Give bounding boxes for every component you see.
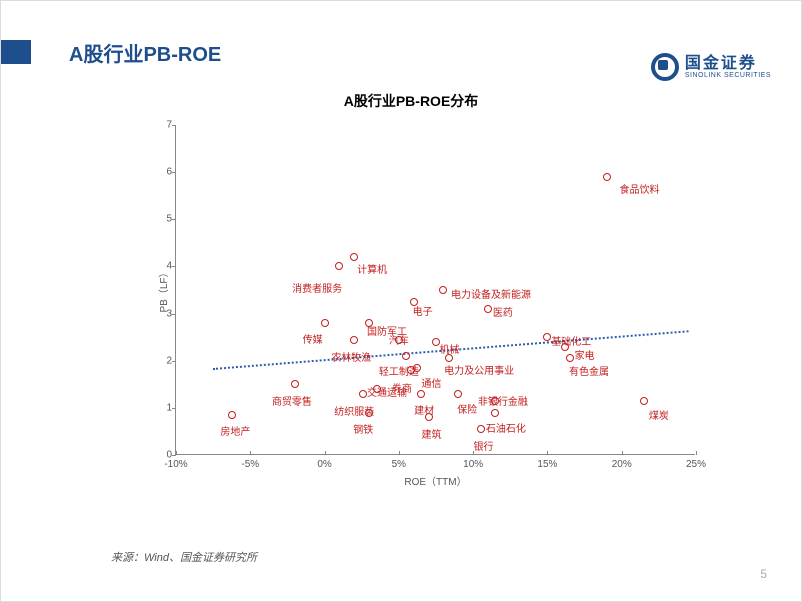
data-point xyxy=(402,352,410,360)
logo-mark-icon xyxy=(651,53,679,81)
data-point xyxy=(321,319,329,327)
x-tick-label: 15% xyxy=(537,459,557,470)
data-point-label: 电子 xyxy=(413,308,433,318)
data-point-label: 石油石化 xyxy=(486,425,526,435)
x-tick xyxy=(176,451,177,455)
data-point-label: 食品饮料 xyxy=(620,186,660,196)
page-number: 5 xyxy=(760,567,767,581)
data-point xyxy=(417,390,425,398)
scatter-plot: PB（LF） ROE（TTM） 01234567-10%-5%0%5%10%15… xyxy=(175,125,695,455)
data-point-label: 消费者服务 xyxy=(292,285,342,295)
x-tick xyxy=(547,451,548,455)
y-tick-label: 6 xyxy=(150,167,172,178)
x-tick xyxy=(325,451,326,455)
data-point xyxy=(640,397,648,405)
data-point xyxy=(365,409,373,417)
y-tick-label: 7 xyxy=(150,120,172,131)
y-tick-label: 4 xyxy=(150,261,172,272)
data-point xyxy=(566,354,574,362)
data-point xyxy=(350,336,358,344)
data-point-label: 房地产 xyxy=(220,428,250,438)
y-tick-label: 1 xyxy=(150,402,172,413)
data-point xyxy=(413,364,421,372)
chart-title: A股行业PB-ROE分布 xyxy=(111,91,711,111)
y-tick xyxy=(172,314,176,315)
data-point xyxy=(484,305,492,313)
source-caption: 来源：Wind、国金证券研究所 xyxy=(111,549,257,565)
data-point xyxy=(561,343,569,351)
x-tick-label: 20% xyxy=(612,459,632,470)
data-point-label: 电力设备及新能源 xyxy=(451,291,531,301)
data-point xyxy=(439,286,447,294)
data-point xyxy=(335,262,343,270)
y-tick xyxy=(172,125,176,126)
y-tick-label: 5 xyxy=(150,214,172,225)
x-tick-label: 25% xyxy=(686,459,706,470)
chart-area: PB（LF） ROE（TTM） 01234567-10%-5%0%5%10%15… xyxy=(151,117,711,487)
data-point xyxy=(228,411,236,419)
logo-en: SINOLINK SECURITIES xyxy=(685,72,771,79)
y-tick xyxy=(172,361,176,362)
data-point xyxy=(477,425,485,433)
data-point-label: 电力及公用事业 xyxy=(444,367,514,377)
data-point-label: 医药 xyxy=(493,309,513,319)
data-point-label: 计算机 xyxy=(357,266,387,276)
y-tick xyxy=(172,408,176,409)
data-point-label: 传媒 xyxy=(303,336,323,346)
x-tick-label: 5% xyxy=(392,459,406,470)
data-point-label: 券商 xyxy=(392,385,412,395)
data-point-label: 银行 xyxy=(474,443,494,453)
data-point-label: 建筑 xyxy=(422,431,442,441)
data-point xyxy=(425,413,433,421)
data-point-label: 保险 xyxy=(457,406,477,416)
x-tick-label: 10% xyxy=(463,459,483,470)
y-tick xyxy=(172,266,176,267)
y-tick-label: 3 xyxy=(150,308,172,319)
x-tick xyxy=(250,451,251,455)
logo-cn: 国金证券 xyxy=(685,56,771,72)
x-tick xyxy=(696,451,697,455)
x-tick-label: -5% xyxy=(241,459,259,470)
logo-text: 国金证券 SINOLINK SECURITIES xyxy=(685,56,771,79)
data-point-label: 非银行金融 xyxy=(478,398,528,408)
data-point-label: 汽车 xyxy=(389,337,409,347)
brand-logo: 国金证券 SINOLINK SECURITIES xyxy=(651,53,771,81)
data-point-label: 钢铁 xyxy=(353,426,373,436)
data-point-label: 家电 xyxy=(575,352,595,362)
title-accent-bar xyxy=(1,40,31,64)
y-tick xyxy=(172,455,176,456)
data-point xyxy=(365,319,373,327)
data-point xyxy=(454,390,462,398)
y-tick xyxy=(172,219,176,220)
header-bar: A股行业PB-ROE 国金证券 SINOLINK SECURITIES xyxy=(1,33,801,71)
data-point xyxy=(445,354,453,362)
x-tick xyxy=(399,451,400,455)
data-point-label: 通信 xyxy=(422,380,442,390)
data-point xyxy=(350,253,358,261)
x-tick-label: -10% xyxy=(164,459,187,470)
page-title: A股行业PB-ROE xyxy=(69,38,221,67)
y-axis-label: PB（LF） xyxy=(155,267,170,312)
data-point-label: 有色金属 xyxy=(569,368,609,378)
x-tick-label: 0% xyxy=(317,459,331,470)
data-point-label: 农林牧渔 xyxy=(331,354,371,364)
data-point xyxy=(291,380,299,388)
x-tick xyxy=(622,451,623,455)
data-point-label: 商贸零售 xyxy=(272,398,312,408)
data-point-label: 基础化工 xyxy=(551,338,591,348)
chart-container: A股行业PB-ROE分布 PB（LF） ROE（TTM） 01234567-10… xyxy=(111,91,711,521)
y-tick xyxy=(172,172,176,173)
data-point-label: 煤炭 xyxy=(649,412,669,422)
data-point xyxy=(410,298,418,306)
x-axis-label: ROE（TTM） xyxy=(404,473,466,488)
data-point xyxy=(491,409,499,417)
y-tick-label: 2 xyxy=(150,355,172,366)
data-point xyxy=(603,173,611,181)
